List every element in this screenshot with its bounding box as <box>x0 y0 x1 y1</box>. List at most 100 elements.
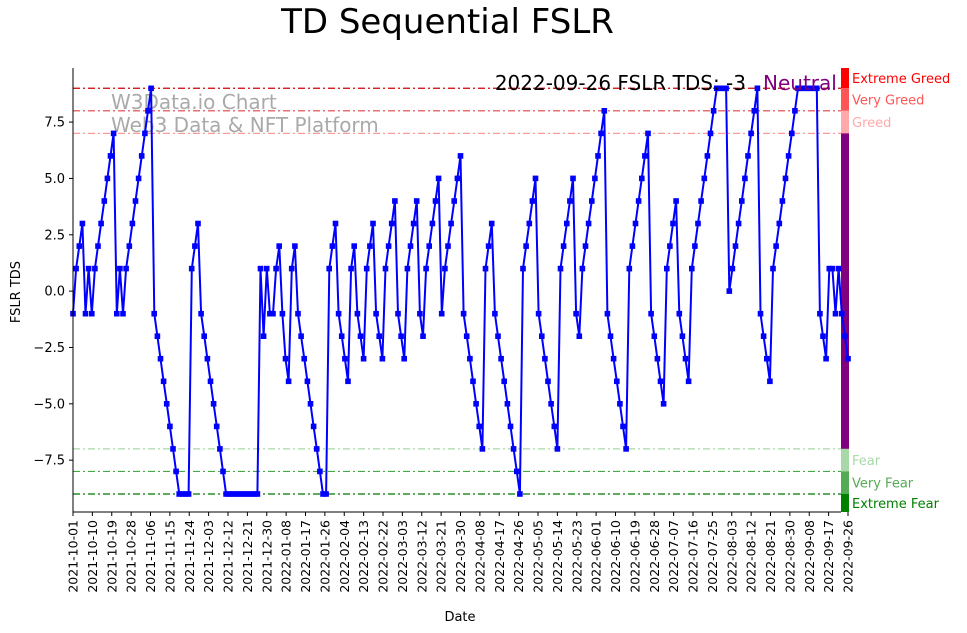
data-point <box>720 85 726 92</box>
data-point <box>717 85 723 92</box>
data-point <box>667 243 673 249</box>
data-point <box>498 355 504 362</box>
data-point <box>604 310 611 317</box>
data-point <box>151 310 157 317</box>
data-point <box>795 85 801 92</box>
data-point <box>595 153 601 159</box>
x-tick-label: 2022-01-08 <box>279 520 294 593</box>
data-point <box>742 175 748 182</box>
data-point <box>779 198 786 204</box>
status-annotation: Neutral <box>763 71 837 95</box>
data-point <box>754 85 761 92</box>
data-point <box>288 265 295 272</box>
x-tick-label: 2022-06-10 <box>608 520 623 593</box>
data-point <box>114 310 120 317</box>
y-tick-label: 2.5 <box>44 228 65 243</box>
data-point <box>495 333 501 339</box>
data-point <box>651 333 658 339</box>
y-axis-label: FSLR TDS <box>9 261 24 323</box>
data-point <box>523 243 529 249</box>
data-point <box>332 220 339 227</box>
data-point <box>535 310 542 317</box>
data-point <box>282 355 289 362</box>
data-point <box>589 198 595 204</box>
data-point <box>820 333 826 339</box>
data-point <box>148 85 154 92</box>
data-point <box>188 265 195 272</box>
data-point <box>435 175 442 182</box>
data-point <box>682 355 689 362</box>
data-point <box>826 265 833 272</box>
data-point <box>698 198 704 204</box>
data-point <box>632 220 639 227</box>
data-point <box>751 108 758 114</box>
x-tick-label: 2022-08-21 <box>763 520 778 593</box>
data-point <box>226 491 232 497</box>
data-point <box>232 491 239 497</box>
x-tick-label: 2021-12-30 <box>259 520 274 593</box>
watermark-text: W3Data.io Chart <box>111 90 277 114</box>
data-point <box>454 175 461 182</box>
data-point <box>279 310 286 317</box>
data-point <box>298 333 304 339</box>
data-point <box>229 491 236 497</box>
data-point <box>520 265 526 272</box>
data-point <box>451 198 457 204</box>
data-point <box>351 243 357 249</box>
data-point <box>285 378 292 385</box>
zone-label: Very Greed <box>852 94 924 109</box>
x-tick-label: 2021-10-10 <box>85 520 100 593</box>
data-point <box>270 310 276 317</box>
x-tick-label: 2021-10-19 <box>104 520 119 593</box>
data-point <box>295 310 301 317</box>
data-point <box>710 108 717 114</box>
x-tick-label: 2022-01-26 <box>317 520 332 593</box>
data-point <box>585 220 592 227</box>
data-point <box>620 423 626 430</box>
x-tick-label: 2022-02-04 <box>337 520 352 593</box>
data-point <box>273 265 279 272</box>
x-tick-label: 2022-09-17 <box>821 520 836 593</box>
zone-bar <box>841 471 849 494</box>
data-point <box>723 85 729 92</box>
data-point <box>120 310 126 317</box>
data-point <box>301 355 307 362</box>
data-point <box>254 491 261 497</box>
data-point <box>348 265 354 272</box>
y-tick-label: −2.5 <box>33 341 65 356</box>
data-point <box>126 243 133 249</box>
data-point <box>432 198 439 204</box>
data-point <box>485 243 492 249</box>
data-point <box>679 333 686 339</box>
data-point <box>760 333 767 339</box>
data-point <box>463 333 470 339</box>
data-point <box>182 491 189 497</box>
data-point <box>263 265 270 272</box>
data-point <box>842 333 848 339</box>
data-point <box>607 333 614 339</box>
data-point <box>335 310 342 317</box>
data-point <box>292 243 298 249</box>
x-tick-label: 2022-09-26 <box>841 520 856 593</box>
data-point <box>467 355 473 362</box>
data-point <box>448 220 454 227</box>
x-tick-label: 2022-08-03 <box>724 520 739 593</box>
data-point <box>654 355 661 362</box>
latest-value-annotation: 2022-09-26 FSLR TDS: -3 <box>495 71 746 95</box>
zone-bar <box>841 133 849 449</box>
data-point <box>695 220 701 227</box>
data-point <box>173 468 179 475</box>
data-point <box>445 243 451 249</box>
data-point <box>73 265 79 272</box>
data-point <box>329 243 336 249</box>
x-tick-label: 2022-07-07 <box>666 520 681 593</box>
zone-label: Extreme Greed <box>852 72 950 87</box>
data-point <box>142 130 148 137</box>
data-point <box>442 265 448 272</box>
data-point <box>460 310 467 317</box>
data-point <box>85 265 92 272</box>
data-point <box>798 85 804 92</box>
data-point <box>745 153 751 159</box>
data-point <box>385 243 392 249</box>
